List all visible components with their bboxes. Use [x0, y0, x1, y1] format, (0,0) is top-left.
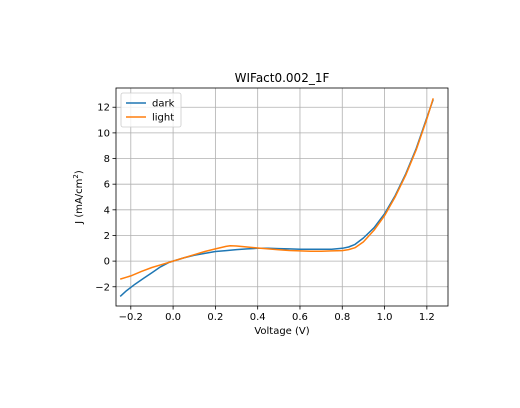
y-axis-label-tail: )	[74, 170, 85, 174]
series-line-light	[119, 98, 434, 280]
legend-box	[120, 92, 182, 128]
plot-frame	[115, 87, 449, 307]
y-tick-label: 0	[104, 257, 110, 268]
y-tick-label: 12	[97, 103, 110, 114]
x-tick-label: 0.6	[292, 312, 308, 323]
y-tick-label: 10	[97, 128, 110, 139]
x-tick-label: 0.4	[250, 312, 266, 323]
series-line-dark	[119, 99, 434, 297]
x-tick-label: 1.0	[377, 312, 393, 323]
x-tick-label: 1.2	[419, 312, 435, 323]
ticks: −0.2 0.0 0.2 0.4 0.6 0.8 1.0 1.2 −2 0 2 4 6 8 10 12	[95, 103, 435, 323]
legend-label-light: light	[152, 113, 174, 124]
y-tick-label: 8	[104, 154, 110, 165]
y-tick-label: 2	[104, 231, 110, 242]
x-axis-label: Voltage (V)	[254, 326, 309, 337]
x-tick-label: 0.2	[207, 312, 223, 323]
y-tick-label: 4	[104, 205, 110, 216]
x-tick-label: 0.0	[165, 312, 181, 323]
y-axis-label-superscript: 2	[72, 174, 80, 178]
x-tick-label: −0.2	[119, 312, 143, 323]
legend: dark light	[120, 92, 182, 128]
chart-title: WIFact0.002_1F	[235, 71, 330, 85]
legend-label-dark: dark	[152, 99, 175, 110]
y-axis-label: J (mA/cm2)	[72, 170, 85, 225]
y-tick-label: −2	[95, 282, 110, 293]
y-axis-label-main: J (mA/cm	[74, 179, 85, 225]
y-tick-label: 6	[104, 180, 110, 191]
series-lines	[119, 98, 434, 297]
x-tick-label: 0.8	[334, 312, 350, 323]
grid	[116, 88, 448, 306]
